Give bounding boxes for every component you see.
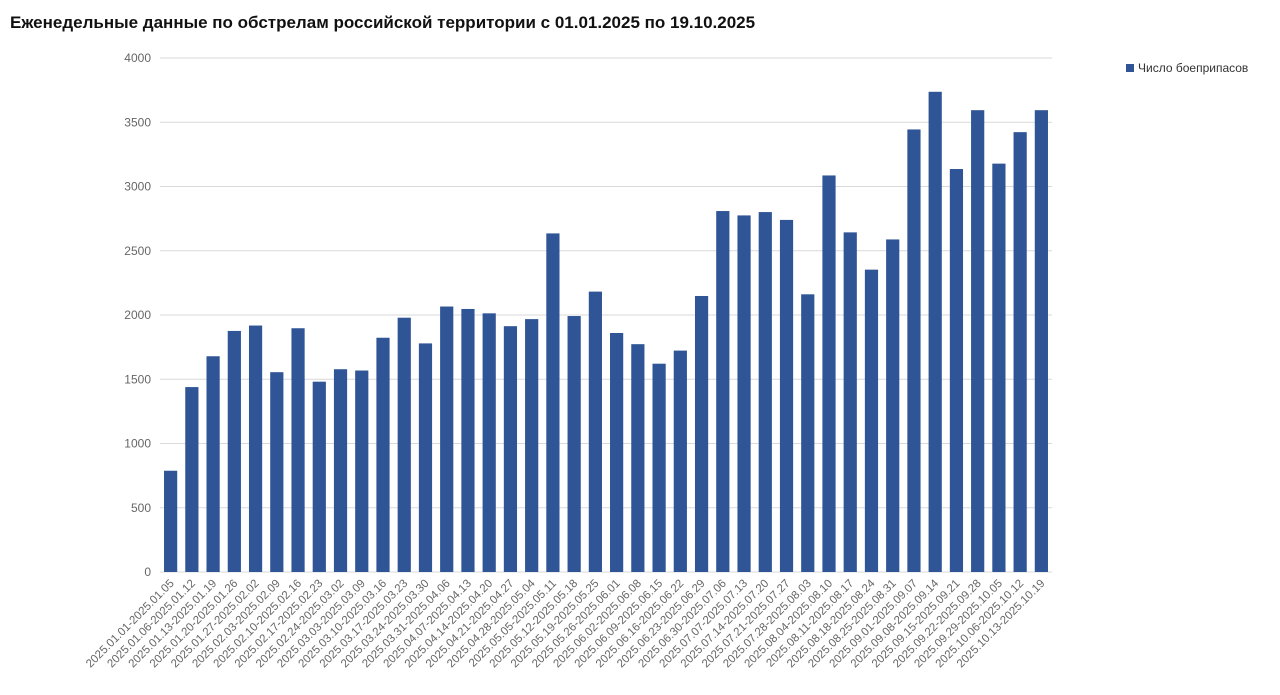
bar — [461, 308, 475, 572]
legend: Число боеприпасов — [1126, 61, 1248, 75]
bar — [248, 325, 263, 572]
bar — [567, 316, 581, 572]
bar — [270, 372, 284, 572]
bar — [291, 328, 305, 572]
bar — [652, 363, 666, 572]
bar — [333, 369, 348, 572]
bar — [971, 110, 985, 573]
bar — [503, 326, 518, 572]
y-tick-label: 3500 — [124, 115, 151, 129]
bar — [482, 313, 496, 572]
y-tick-label: 1500 — [124, 372, 151, 386]
bar — [1013, 132, 1027, 572]
bar — [779, 219, 794, 572]
bar — [928, 91, 942, 572]
bar — [206, 356, 220, 572]
bar — [440, 306, 454, 572]
y-tick-label: 3000 — [124, 180, 151, 194]
bar — [737, 215, 751, 572]
bar — [312, 381, 326, 572]
bar — [185, 387, 199, 572]
y-tick-label: 4000 — [124, 51, 151, 65]
bar — [801, 294, 815, 572]
bar — [694, 295, 709, 572]
y-tick-label: 500 — [131, 501, 151, 515]
bar — [227, 330, 241, 572]
bar — [843, 232, 857, 572]
legend-swatch — [1126, 64, 1134, 72]
bar — [610, 332, 624, 572]
bar — [822, 175, 836, 572]
bar — [164, 470, 178, 572]
bar — [397, 317, 411, 572]
bar — [1034, 110, 1048, 573]
bar — [864, 269, 879, 572]
y-tick-label: 2000 — [124, 308, 151, 322]
bar — [588, 291, 602, 572]
bar — [949, 169, 964, 573]
bar — [355, 370, 369, 572]
bar — [758, 212, 772, 572]
bar — [631, 344, 645, 572]
chart-title: Еженедельные данные по обстрелам российс… — [10, 13, 756, 32]
y-tick-label: 0 — [144, 565, 151, 579]
legend-label: Число боеприпасов — [1138, 61, 1249, 75]
y-tick-label: 2500 — [124, 244, 151, 258]
bar — [546, 233, 560, 572]
bar — [376, 337, 390, 572]
bar — [907, 129, 921, 573]
bar — [418, 343, 433, 572]
bar — [716, 211, 730, 572]
bar — [673, 350, 687, 572]
bar — [992, 163, 1006, 572]
y-tick-label: 1000 — [124, 437, 151, 451]
bar — [886, 239, 900, 572]
bar — [525, 319, 539, 572]
